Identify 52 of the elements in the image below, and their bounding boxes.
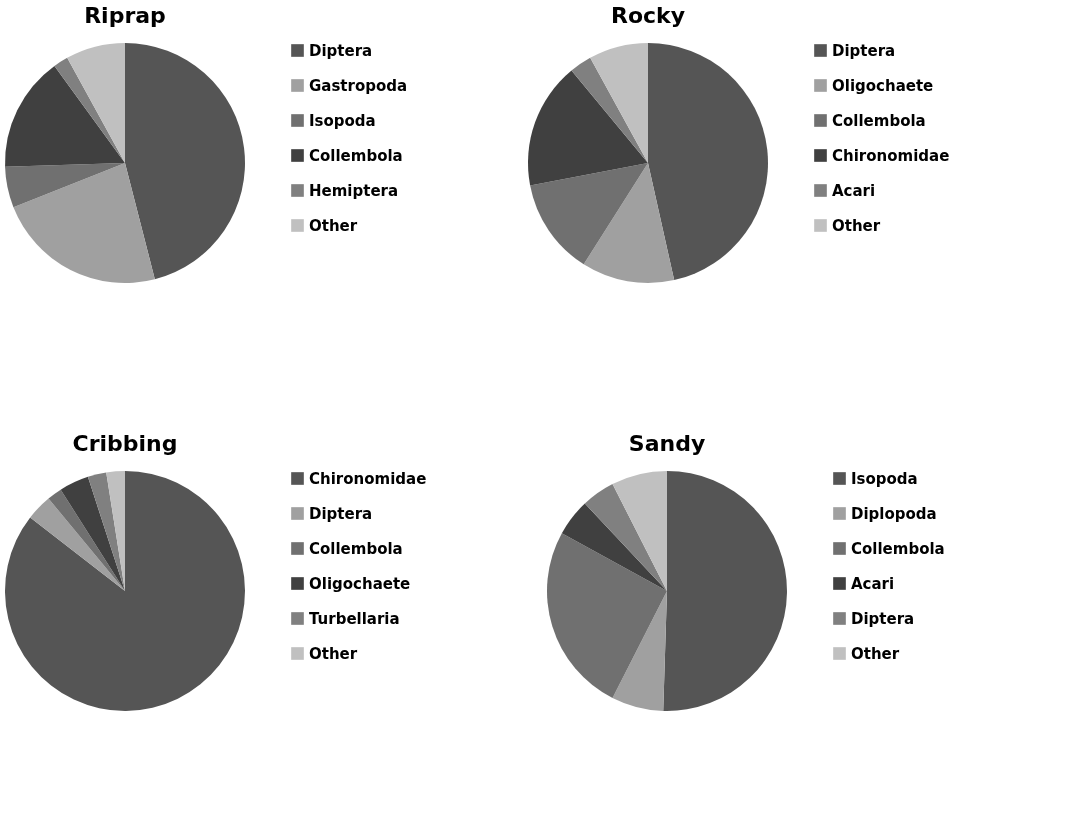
legend-label: Diptera [851,609,915,628]
pie-slice [30,498,125,591]
legend-label: Hemiptera [309,181,399,200]
legend-label: Diptera [832,41,896,60]
pie-slice [590,43,648,163]
pie-slice [5,163,125,208]
pie-slice [106,471,125,591]
legend-label: Diptera [309,41,373,60]
legend-label: Other [309,216,358,235]
legend-label: Collembola [309,146,403,165]
pie-slice [60,476,125,591]
pie-slice [561,503,667,591]
legend-label: Other [309,644,358,663]
pie-slice [54,57,125,163]
legend-label: Isopoda [309,111,376,130]
chart-title: Cribbing [72,431,178,456]
pie-slice [67,43,125,163]
pie-slice [530,163,648,265]
legend-label: Isopoda [851,469,918,488]
pie-slice [13,163,155,283]
pie-slice [612,591,667,711]
legend-label: Collembola [851,539,945,558]
legend-label: Turbellaria [309,609,400,628]
pie-slice [87,472,125,591]
legend-label: Other [851,644,900,663]
chart-title: Riprap [84,3,166,28]
pie-slice [648,43,768,281]
pie-slice [571,57,648,163]
legend-label: Diplopoda [851,504,937,523]
chart-title: Rocky [610,3,686,28]
pie-slice [663,471,787,711]
legend-label: Gastropoda [309,76,408,95]
legend-label: Collembola [309,539,403,558]
legend-label: Diptera [309,504,373,523]
pie-slice [584,484,667,591]
legend-label: Oligochaete [832,76,934,95]
legend-label: Collembola [832,111,926,130]
legend-label: Chironomidae [832,146,950,165]
pie-slice [612,471,667,591]
pie-slice [48,489,125,591]
pie-slice [528,70,648,186]
pie-slice [125,43,245,280]
legend-label: Acari [832,181,876,200]
pie-slice [583,163,675,283]
pie-slice [547,533,667,698]
pie-slice [5,65,125,167]
legend-label: Other [832,216,881,235]
legend-label: Chironomidae [309,469,427,488]
legend-label: Acari [851,574,895,593]
pie-slice [5,471,245,711]
legend-label: Oligochaete [309,574,411,593]
chart-title: Sandy [628,431,706,456]
